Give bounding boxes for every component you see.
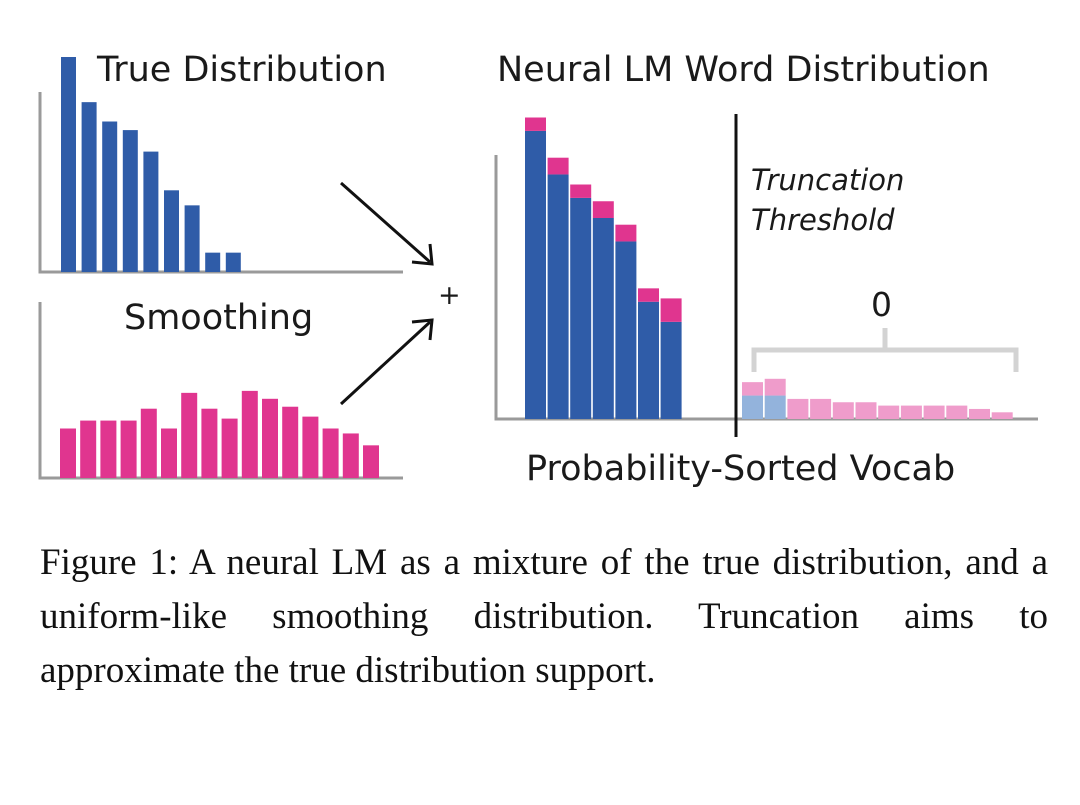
neural-lm-tail-bar-smoothing bbox=[764, 378, 786, 396]
true-distribution-bar bbox=[143, 151, 159, 272]
truncation-label-line2: Threshold bbox=[751, 203, 895, 237]
plus-sign: + bbox=[438, 280, 461, 311]
zero-label: 0 bbox=[871, 285, 892, 324]
neural-lm-tail-bar-true bbox=[764, 395, 786, 419]
smoothing-bar bbox=[241, 390, 258, 478]
neural-lm-head-bar-smoothing bbox=[570, 184, 592, 198]
neural-lm-tail-bar-smoothing bbox=[742, 382, 763, 396]
figure-1: True Distribution Smoothing + Neural LM … bbox=[38, 50, 1038, 489]
smoothing-title: Smoothing bbox=[124, 298, 313, 338]
neural-lm-head-bar-smoothing bbox=[592, 201, 614, 218]
neural-lm-tail-bar-smoothing bbox=[946, 405, 968, 419]
neural-lm-tail-bar-smoothing bbox=[969, 408, 990, 419]
neural-lm-head-bar-smoothing bbox=[615, 224, 637, 242]
true-distribution-bar bbox=[184, 205, 200, 272]
smoothing-bar bbox=[302, 416, 319, 478]
neural-lm-tail-bar-smoothing bbox=[810, 398, 832, 419]
neural-lm-head-bar-true bbox=[592, 218, 614, 419]
neural-lm-panel: Neural LM Word Distribution Truncation T… bbox=[494, 50, 1038, 489]
neural-lm-head-bar-true bbox=[660, 321, 682, 419]
neural-lm-head-bar-smoothing bbox=[638, 288, 659, 302]
smoothing-bar bbox=[80, 420, 97, 478]
smoothing-bar bbox=[322, 428, 339, 478]
true-distribution-bar bbox=[164, 190, 179, 272]
smoothing-bar bbox=[262, 398, 278, 478]
neural-lm-tail-bar-smoothing bbox=[855, 402, 877, 419]
true-distribution-axes bbox=[38, 92, 403, 274]
arrow-down-head bbox=[411, 243, 434, 266]
smoothing-bar bbox=[363, 445, 379, 478]
smoothing-bar bbox=[181, 392, 198, 478]
neural-lm-head-bar-true bbox=[615, 241, 637, 419]
smoothing-bar bbox=[60, 428, 76, 478]
mixing-arrows: + bbox=[339, 181, 461, 406]
figure-caption: Figure 1: A neural LM as a mixture of th… bbox=[40, 542, 1048, 691]
neural-lm-tail-bar-smoothing bbox=[832, 402, 854, 419]
arrow-up-head bbox=[411, 318, 434, 341]
truncation-label-line1: Truncation bbox=[751, 163, 904, 197]
arrow-down-line bbox=[340, 181, 431, 264]
smoothing-bar bbox=[120, 420, 137, 478]
smoothing-axes bbox=[38, 302, 403, 480]
true-distribution-bar bbox=[225, 252, 241, 272]
neural-lm-title: Neural LM Word Distribution bbox=[497, 50, 990, 90]
smoothing-bar bbox=[161, 428, 177, 478]
neural-lm-bars bbox=[525, 117, 1013, 419]
neural-lm-tail-bar-smoothing bbox=[878, 405, 900, 419]
x-axis-label: Probability-Sorted Vocab bbox=[526, 449, 955, 489]
neural-lm-head-bar-true bbox=[638, 301, 659, 419]
arrow-up-line bbox=[339, 320, 432, 406]
neural-lm-tail-bar-true bbox=[742, 395, 763, 419]
true-distribution-bar bbox=[205, 252, 221, 272]
neural-lm-head-bar-true bbox=[525, 130, 546, 419]
smoothing-bar bbox=[140, 408, 157, 478]
true-distribution-bar bbox=[81, 102, 97, 273]
neural-lm-tail-bar-smoothing bbox=[991, 412, 1013, 419]
smoothing-bar bbox=[342, 433, 359, 478]
smoothing-bar bbox=[221, 418, 238, 478]
neural-lm-tail-bar-smoothing bbox=[923, 405, 945, 419]
smoothing-bar bbox=[201, 408, 218, 478]
true-distribution-title: True Distribution bbox=[96, 50, 387, 90]
zero-bracket bbox=[751, 328, 1019, 372]
neural-lm-head-bar-smoothing bbox=[547, 157, 569, 175]
neural-lm-tail-bar-smoothing bbox=[787, 398, 809, 419]
true-distribution-bar bbox=[122, 130, 138, 272]
neural-lm-head-bar-true bbox=[570, 197, 592, 419]
smoothing-bar bbox=[100, 420, 117, 478]
neural-lm-tail-bar-smoothing bbox=[900, 405, 922, 419]
smoothing-bar bbox=[282, 406, 299, 478]
neural-lm-head-bar-true bbox=[547, 174, 569, 419]
true-distribution-panel: True Distribution bbox=[38, 50, 403, 274]
true-distribution-bar bbox=[102, 121, 118, 272]
smoothing-panel: Smoothing bbox=[38, 298, 403, 480]
true-distribution-bar bbox=[61, 57, 76, 272]
neural-lm-head-bar-smoothing bbox=[525, 117, 546, 131]
true-distribution-bars bbox=[61, 57, 241, 273]
neural-lm-head-bar-smoothing bbox=[660, 298, 682, 322]
smoothing-bars bbox=[60, 390, 379, 478]
